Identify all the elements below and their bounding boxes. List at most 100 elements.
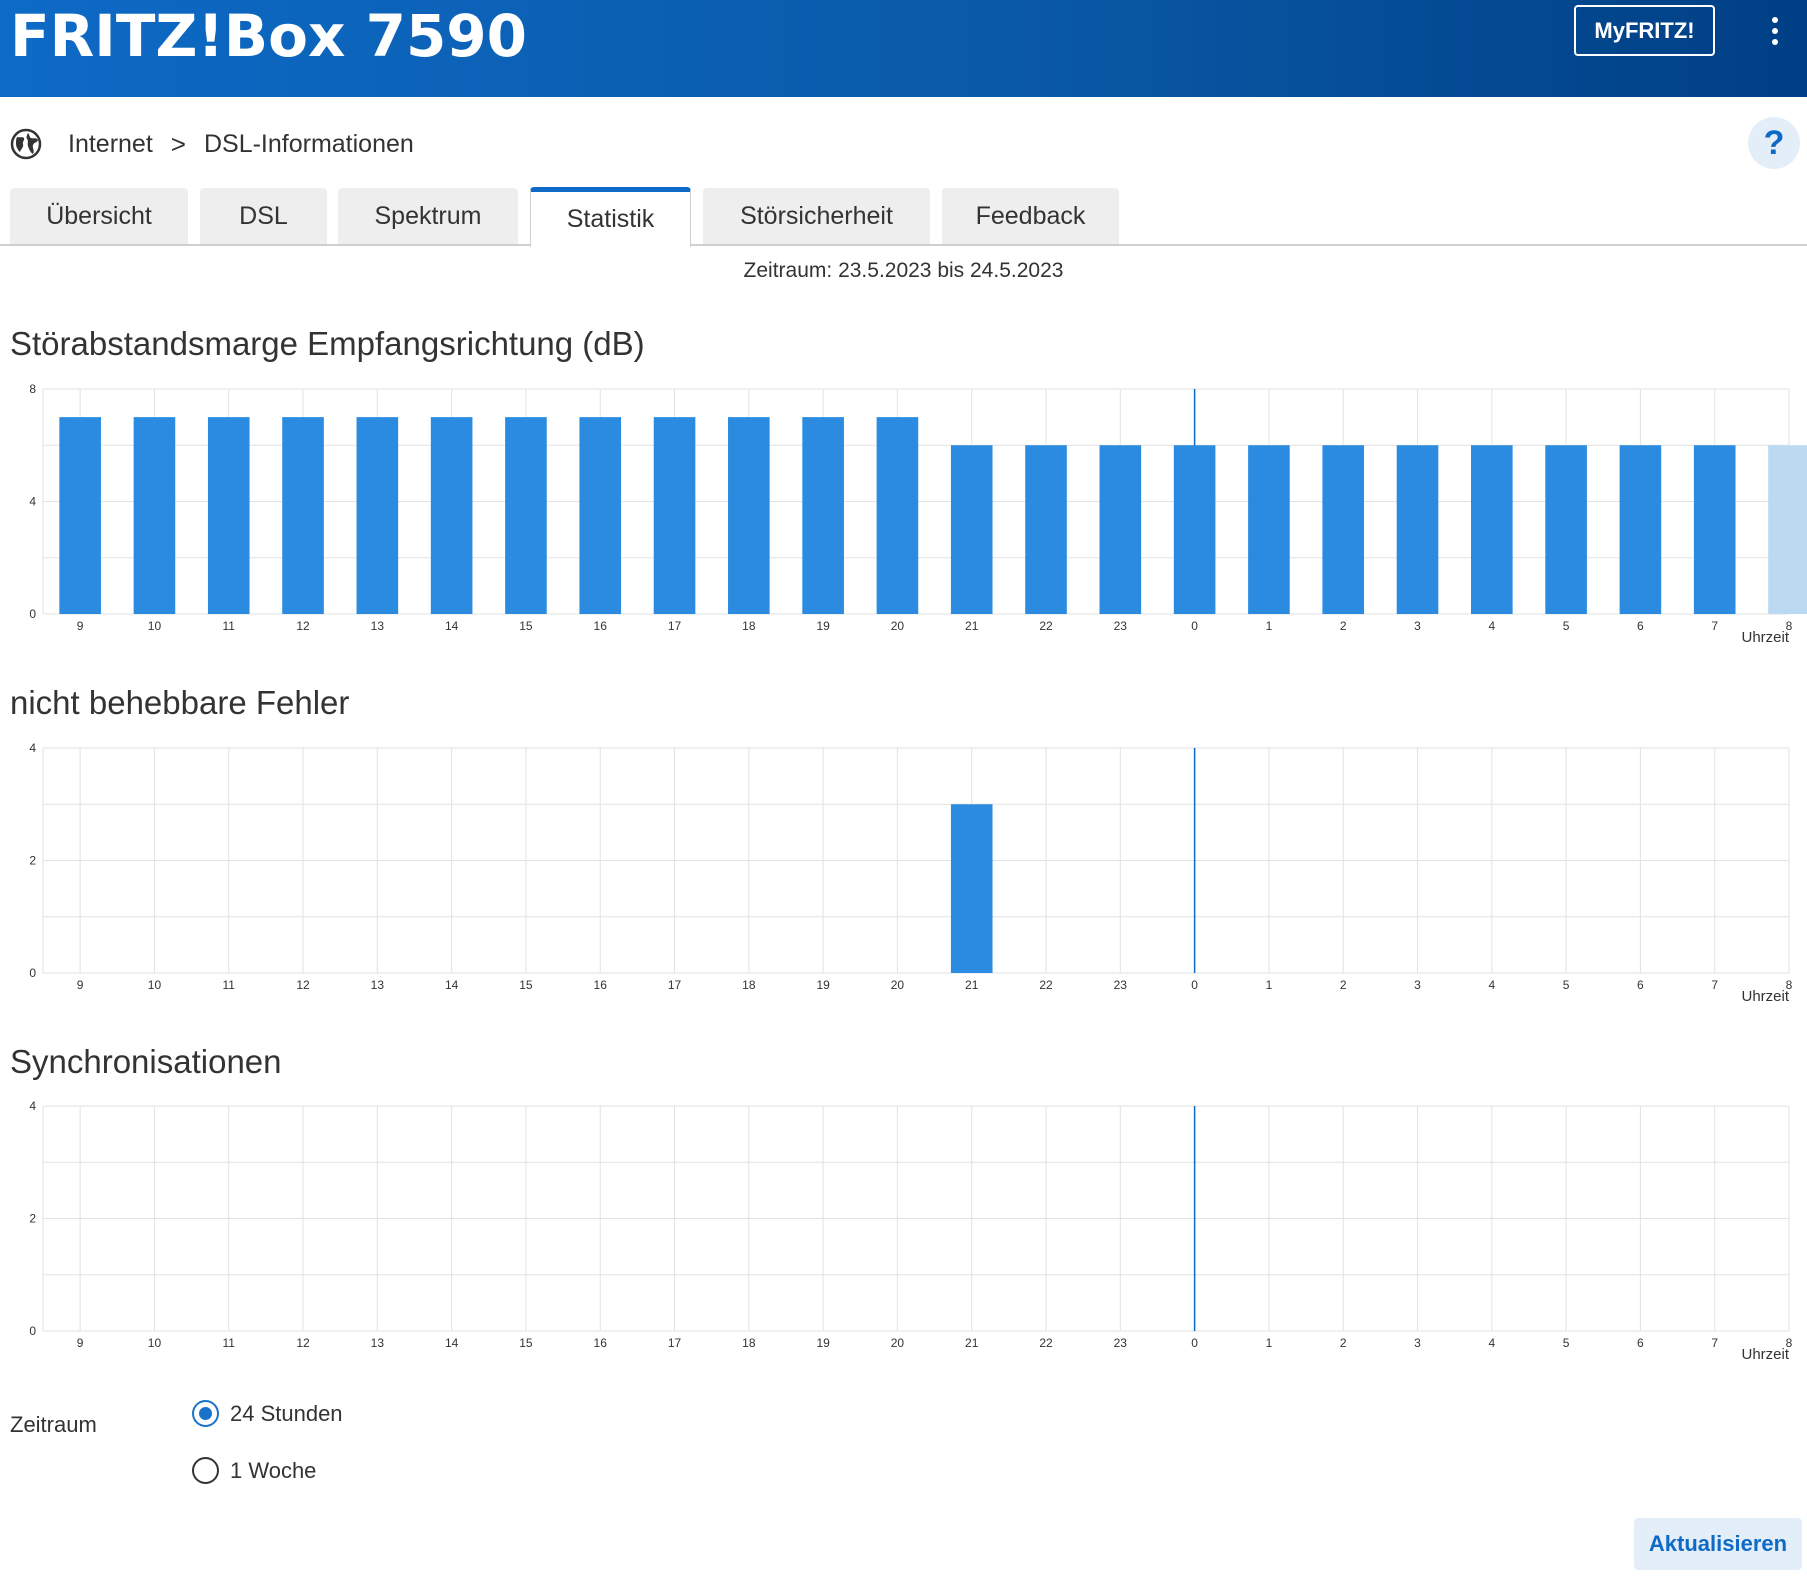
y-tick-label: 2	[29, 854, 36, 868]
x-tick-label: 22	[1039, 619, 1053, 633]
brand-title: FRITZ!Box 7590	[10, 2, 528, 70]
y-tick-label: 4	[29, 495, 36, 509]
x-tick-label: 5	[1563, 978, 1570, 992]
breadcrumb: Internet > DSL-Informationen	[10, 126, 414, 162]
x-axis-unit-label: Uhrzeit	[1741, 1346, 1789, 1363]
y-tick-label: 0	[29, 966, 36, 980]
bar-5	[1545, 445, 1587, 614]
x-tick-label: 17	[668, 1336, 682, 1350]
more-menu-icon[interactable]	[1762, 15, 1786, 47]
y-tick-label: 0	[29, 607, 36, 621]
x-tick-label: 6	[1637, 619, 1644, 633]
tab-feedback[interactable]: Feedback	[942, 188, 1119, 244]
x-tick-label: 23	[1114, 1336, 1128, 1350]
x-tick-label: 12	[296, 619, 310, 633]
x-tick-label: 14	[445, 978, 459, 992]
x-tick-label: 13	[371, 978, 385, 992]
chart-title-snr: Störabstandsmarge Empfangsrichtung (dB)	[10, 325, 645, 362]
x-tick-label: 7	[1711, 978, 1718, 992]
period-text: Zeitraum: 23.5.2023 bis 24.5.2023	[743, 259, 1064, 282]
bar-9	[59, 417, 101, 614]
x-tick-label: 0	[1191, 1336, 1198, 1350]
x-tick-label: 18	[742, 1336, 756, 1350]
x-tick-label: 4	[1488, 978, 1495, 992]
period-label: Zeitraum	[10, 1412, 97, 1437]
tab-uebersicht[interactable]: Übersicht	[10, 188, 188, 244]
bar-1	[1248, 445, 1290, 614]
x-tick-label: 3	[1414, 619, 1421, 633]
x-tick-label: 20	[891, 619, 905, 633]
x-tick-label: 2	[1340, 619, 1347, 633]
x-tick-label: 13	[371, 619, 385, 633]
x-tick-label: 6	[1637, 1336, 1644, 1350]
bar-21	[950, 804, 993, 973]
x-tick-label: 4	[1488, 1336, 1495, 1350]
x-tick-label: 18	[742, 619, 756, 633]
x-tick-label: 0	[1191, 978, 1198, 992]
x-tick-label: 15	[519, 619, 533, 633]
x-tick-label: 9	[77, 978, 84, 992]
x-tick-label: 14	[445, 619, 459, 633]
x-tick-label: 10	[148, 619, 162, 633]
x-tick-label: 8	[1786, 1336, 1793, 1350]
bar-14	[430, 417, 473, 614]
x-tick-label: 5	[1563, 619, 1570, 633]
radio-indicator-1w[interactable]	[192, 1457, 219, 1484]
x-tick-label: 9	[77, 619, 84, 633]
tab-stoersicherheit[interactable]: Störsicherheit	[703, 188, 930, 244]
x-tick-label: 11	[223, 1336, 236, 1350]
tab-spektrum[interactable]: Spektrum	[338, 188, 518, 244]
x-tick-label: 13	[371, 1336, 385, 1350]
x-tick-label: 21	[965, 978, 979, 992]
radio-24-hours[interactable]: 24 Stunden	[192, 1400, 343, 1427]
y-tick-label: 4	[29, 1099, 36, 1113]
x-tick-label: 8	[1786, 619, 1793, 633]
x-tick-label: 20	[891, 1336, 905, 1350]
bar-0	[1173, 445, 1216, 614]
tab-statistik[interactable]: Statistik	[530, 187, 691, 247]
bar-23	[1099, 445, 1142, 614]
bar-11	[207, 417, 250, 614]
x-tick-label: 11	[223, 619, 236, 633]
radio-1-week[interactable]: 1 Woche	[192, 1457, 316, 1484]
bar-18	[728, 417, 770, 614]
x-tick-label: 23	[1114, 619, 1128, 633]
x-tick-label: 21	[965, 619, 979, 633]
refresh-button[interactable]: Aktualisieren	[1634, 1518, 1802, 1570]
x-tick-label: 2	[1340, 978, 1347, 992]
x-tick-label: 18	[742, 978, 756, 992]
bar-6	[1619, 445, 1662, 614]
bar-16	[579, 417, 622, 614]
y-tick-label: 8	[29, 382, 36, 396]
chart-sync: 9 10 11 12 13 14 15 16 17 18 19 20 21 22 23 0 1 2 3 4 5 6 7 8Uh…	[29, 1099, 1793, 1363]
tab-dsl[interactable]: DSL	[200, 188, 327, 244]
x-tick-label: 6	[1637, 978, 1644, 992]
bar-19	[802, 417, 844, 614]
x-tick-label: 1	[1266, 1336, 1273, 1350]
y-tick-label: 0	[29, 1324, 36, 1338]
x-tick-label: 12	[296, 978, 310, 992]
bar-7	[1693, 445, 1736, 614]
app-header: FRITZ!Box 7590 MyFRITZ!	[0, 0, 1807, 97]
bar-4	[1471, 445, 1513, 614]
bar-3	[1396, 445, 1439, 614]
myfritz-button[interactable]: MyFRITZ!	[1574, 5, 1715, 56]
x-tick-label: 11	[223, 978, 236, 992]
x-tick-label: 21	[965, 1336, 979, 1350]
chart-snr: 9 10 11 12 13 14 15 16 17 18 19 20 21 22 23 0 1 2 3 4 5 6 7 8Uh…	[29, 382, 1807, 646]
x-tick-label: 16	[594, 1336, 608, 1350]
x-tick-label: 20	[891, 978, 905, 992]
x-axis-unit-label: Uhrzeit	[1741, 629, 1789, 646]
help-button[interactable]: ?	[1748, 117, 1800, 169]
chart-title-errors: nicht behebbare Fehler	[10, 684, 350, 721]
x-tick-label: 15	[519, 1336, 533, 1350]
x-tick-label: 2	[1340, 1336, 1347, 1350]
x-tick-label: 5	[1563, 1336, 1570, 1350]
radio-indicator-24h[interactable]	[192, 1400, 219, 1427]
bar-12	[282, 417, 324, 614]
x-tick-label: 23	[1114, 978, 1128, 992]
x-tick-label: 14	[445, 1336, 459, 1350]
chevron-right-icon: >	[170, 128, 186, 159]
breadcrumb-internet[interactable]: Internet	[68, 129, 153, 158]
tab-bar: Übersicht DSL Spektrum Statistik Störsic…	[0, 187, 1807, 247]
